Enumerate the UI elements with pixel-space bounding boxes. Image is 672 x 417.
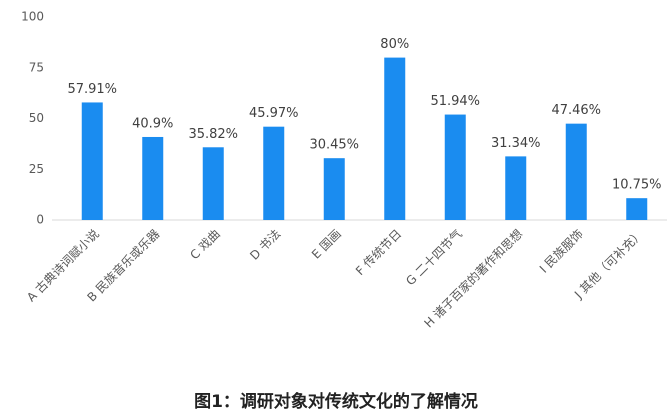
- bar: [565, 123, 587, 220]
- bar: [323, 158, 345, 220]
- value-label: 30.45%: [309, 138, 359, 153]
- y-tick-label: 75: [29, 60, 44, 74]
- value-label: 35.82%: [188, 127, 238, 142]
- bar: [626, 198, 648, 220]
- x-tick-label: H 诸子百家的著作和思想: [421, 226, 526, 331]
- y-tick-label: 0: [36, 213, 44, 227]
- x-tick-label: D 书法: [247, 227, 283, 263]
- bar: [444, 114, 466, 220]
- value-label: 51.94%: [430, 94, 480, 109]
- x-tick-label: G 二十四节气: [403, 226, 465, 288]
- value-label: 47.46%: [551, 103, 601, 118]
- bar: [81, 102, 103, 220]
- value-label: 57.91%: [67, 82, 117, 97]
- value-label: 40.9%: [132, 116, 173, 131]
- x-tick-label: C 戏曲: [187, 227, 222, 262]
- y-tick-label: 25: [29, 162, 44, 176]
- x-tick-label: E 国画: [309, 227, 344, 262]
- bar: [263, 126, 285, 220]
- value-label: 10.75%: [612, 178, 662, 193]
- x-tick-label: F 传统节日: [352, 226, 404, 278]
- value-label: 45.97%: [249, 106, 299, 121]
- bar: [142, 136, 164, 220]
- bar: [384, 57, 406, 220]
- value-label: 31.34%: [491, 136, 541, 151]
- bar: [505, 156, 527, 220]
- y-tick-label: 100: [21, 10, 44, 24]
- bar: [202, 147, 224, 220]
- value-label: 80%: [380, 37, 409, 52]
- x-tick-label: I 民族服饰: [537, 227, 586, 276]
- chart-caption: 图1：调研对象对传统文化的了解情况: [194, 391, 478, 412]
- y-tick-label: 50: [29, 111, 44, 125]
